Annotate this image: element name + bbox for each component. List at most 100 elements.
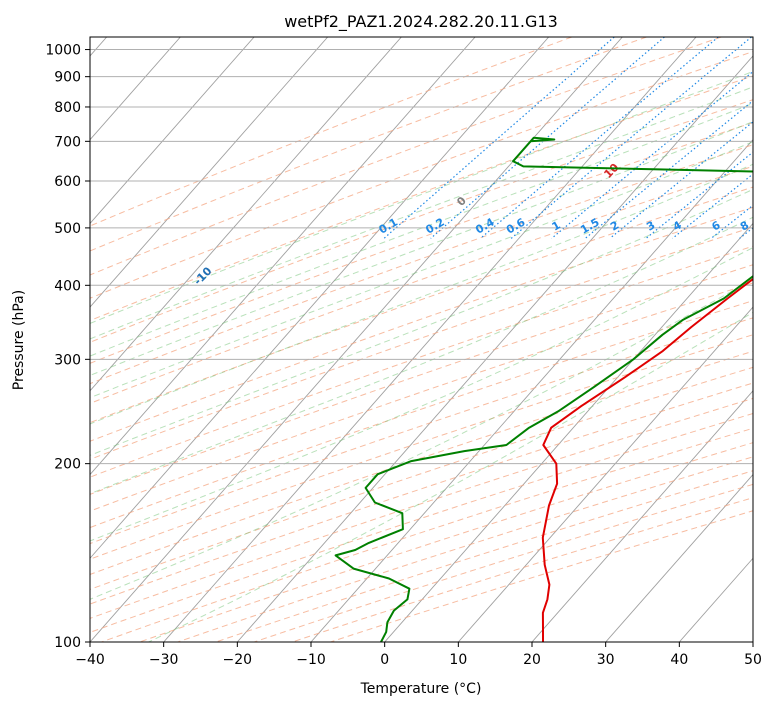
mixing-ratio-label: 10 — [757, 216, 775, 235]
y-tick-label: 100 — [54, 635, 81, 651]
x-axis-label: Temperature (°C) — [360, 681, 482, 697]
y-tick-label: 400 — [54, 278, 81, 294]
chart-title: wetPf2_PAZ1.2024.282.20.11.G13 — [284, 12, 558, 32]
dry-adiabat-line — [177, 456, 753, 642]
x-axis-ticks: −40 −30 −20 −10 0 10 20 30 40 50 — [75, 642, 762, 668]
moist-adiabat-line — [90, 246, 753, 542]
moist-adiabat-line — [90, 141, 753, 399]
dry-adiabat-line — [139, 442, 753, 642]
dry-adiabat-line — [90, 300, 753, 529]
mixing-ratio-label: 6 — [710, 218, 723, 233]
y-tick-label: 700 — [54, 134, 81, 150]
isotherm-line — [90, 37, 181, 141]
x-tick-label: 50 — [744, 652, 762, 668]
dry-adiabat-line — [90, 226, 753, 460]
moist-adiabat-line — [90, 86, 753, 340]
mixing-ratio-label: 0.2 — [423, 216, 446, 237]
isotherm-line — [531, 390, 753, 642]
dewpoint-line — [334, 136, 753, 642]
moist-adiabat-line — [90, 70, 753, 324]
isotherm-line — [90, 37, 476, 476]
isotherm-line — [457, 306, 753, 642]
dry-adiabat-line — [90, 412, 753, 633]
x-tick-label: 30 — [597, 652, 615, 668]
dry-adiabat-line — [90, 264, 753, 495]
y-tick-label: 1000 — [45, 43, 81, 59]
y-tick-label: 900 — [54, 70, 81, 86]
mixing-ratio-label: 1.5 — [578, 216, 601, 237]
x-tick-label: −20 — [223, 652, 253, 668]
dry-adiabat-label: 20 — [759, 130, 775, 150]
isotherm-line — [163, 37, 697, 642]
dry-adiabat-line — [90, 37, 722, 276]
isotherm-line — [605, 473, 753, 642]
mixing-ratio-line — [480, 37, 719, 239]
dry-adiabat-line — [90, 165, 753, 404]
isotherm-line — [384, 222, 753, 642]
mixing-ratio-line — [430, 37, 665, 239]
dry-adiabat-line — [90, 186, 753, 424]
dry-adiabat-line — [90, 245, 753, 478]
x-tick-label: 20 — [523, 652, 541, 668]
dry-adiabat-line — [90, 144, 753, 385]
isotherm-line — [90, 37, 402, 392]
isotherm-line — [90, 37, 329, 308]
dry-adiabat-line — [90, 382, 753, 605]
moist-adiabat-line — [90, 163, 753, 425]
mixing-ratio-label: 0.1 — [377, 216, 400, 237]
dry-adiabat-line — [90, 37, 572, 227]
y-axis-label: Pressure (hPa) — [11, 290, 27, 390]
dry-adiabat-line — [90, 350, 753, 575]
dry-adiabat-line — [90, 334, 753, 560]
y-tick-label: 300 — [54, 352, 81, 368]
dry-adiabat-line — [90, 317, 753, 545]
isotherm-line — [752, 641, 753, 642]
dry-adiabat-label: -20 — [53, 297, 76, 320]
mixing-ratio-line — [762, 37, 775, 238]
mixing-ratio-label: 0.6 — [504, 215, 528, 236]
isotherm-line — [678, 557, 753, 642]
mixing-ratio-line — [584, 99, 753, 239]
temperature-line — [541, 277, 753, 642]
y-tick-label: 800 — [54, 100, 81, 116]
profile-lines — [334, 136, 753, 642]
moist-adiabat-line — [90, 102, 753, 357]
isotherm-line — [90, 37, 550, 559]
moist-adiabat-line — [90, 278, 753, 600]
background-lines — [90, 37, 775, 642]
dry-adiabat-line — [90, 206, 753, 442]
mixing-ratio-line — [609, 121, 753, 239]
dry-adiabat-line — [254, 483, 753, 642]
dry-adiabat-line — [90, 37, 647, 252]
dry-adiabat-line — [90, 282, 753, 512]
y-tick-label: 500 — [54, 221, 81, 237]
x-tick-label: 0 — [380, 652, 389, 668]
mixing-ratio-line — [383, 37, 615, 239]
x-tick-label: 10 — [449, 652, 467, 668]
dry-adiabat-line — [101, 427, 753, 642]
dry-adiabat-line — [330, 510, 753, 642]
dry-adiabat-line — [90, 99, 753, 343]
plot-frame — [89, 36, 754, 643]
x-tick-label: −10 — [296, 652, 326, 668]
pressure-gridlines — [90, 49, 753, 642]
isotherm-line — [90, 37, 255, 225]
mixing-ratio-line — [645, 151, 753, 239]
dry-adiabat-line — [215, 470, 753, 642]
x-tick-label: −30 — [149, 652, 179, 668]
isotherm-line — [236, 55, 753, 642]
moist-adiabat-line — [90, 121, 753, 376]
dry-adiabat-label: 10 — [602, 161, 622, 181]
dry-adiabat-line — [90, 50, 753, 299]
dry-adiabat-line — [90, 366, 753, 590]
mixing-ratio-line — [510, 37, 752, 239]
isotherm-line — [90, 37, 623, 642]
mixing-ratio-label: 3 — [644, 219, 657, 234]
moist-adiabat-line — [90, 216, 753, 495]
x-tick-label: −40 — [75, 652, 105, 668]
isoline-labels: 0.10.20.40.611.52346810131620253036-100-… — [53, 130, 775, 320]
moist-adiabat-line — [90, 188, 753, 456]
dry-adiabat-line — [90, 122, 753, 364]
